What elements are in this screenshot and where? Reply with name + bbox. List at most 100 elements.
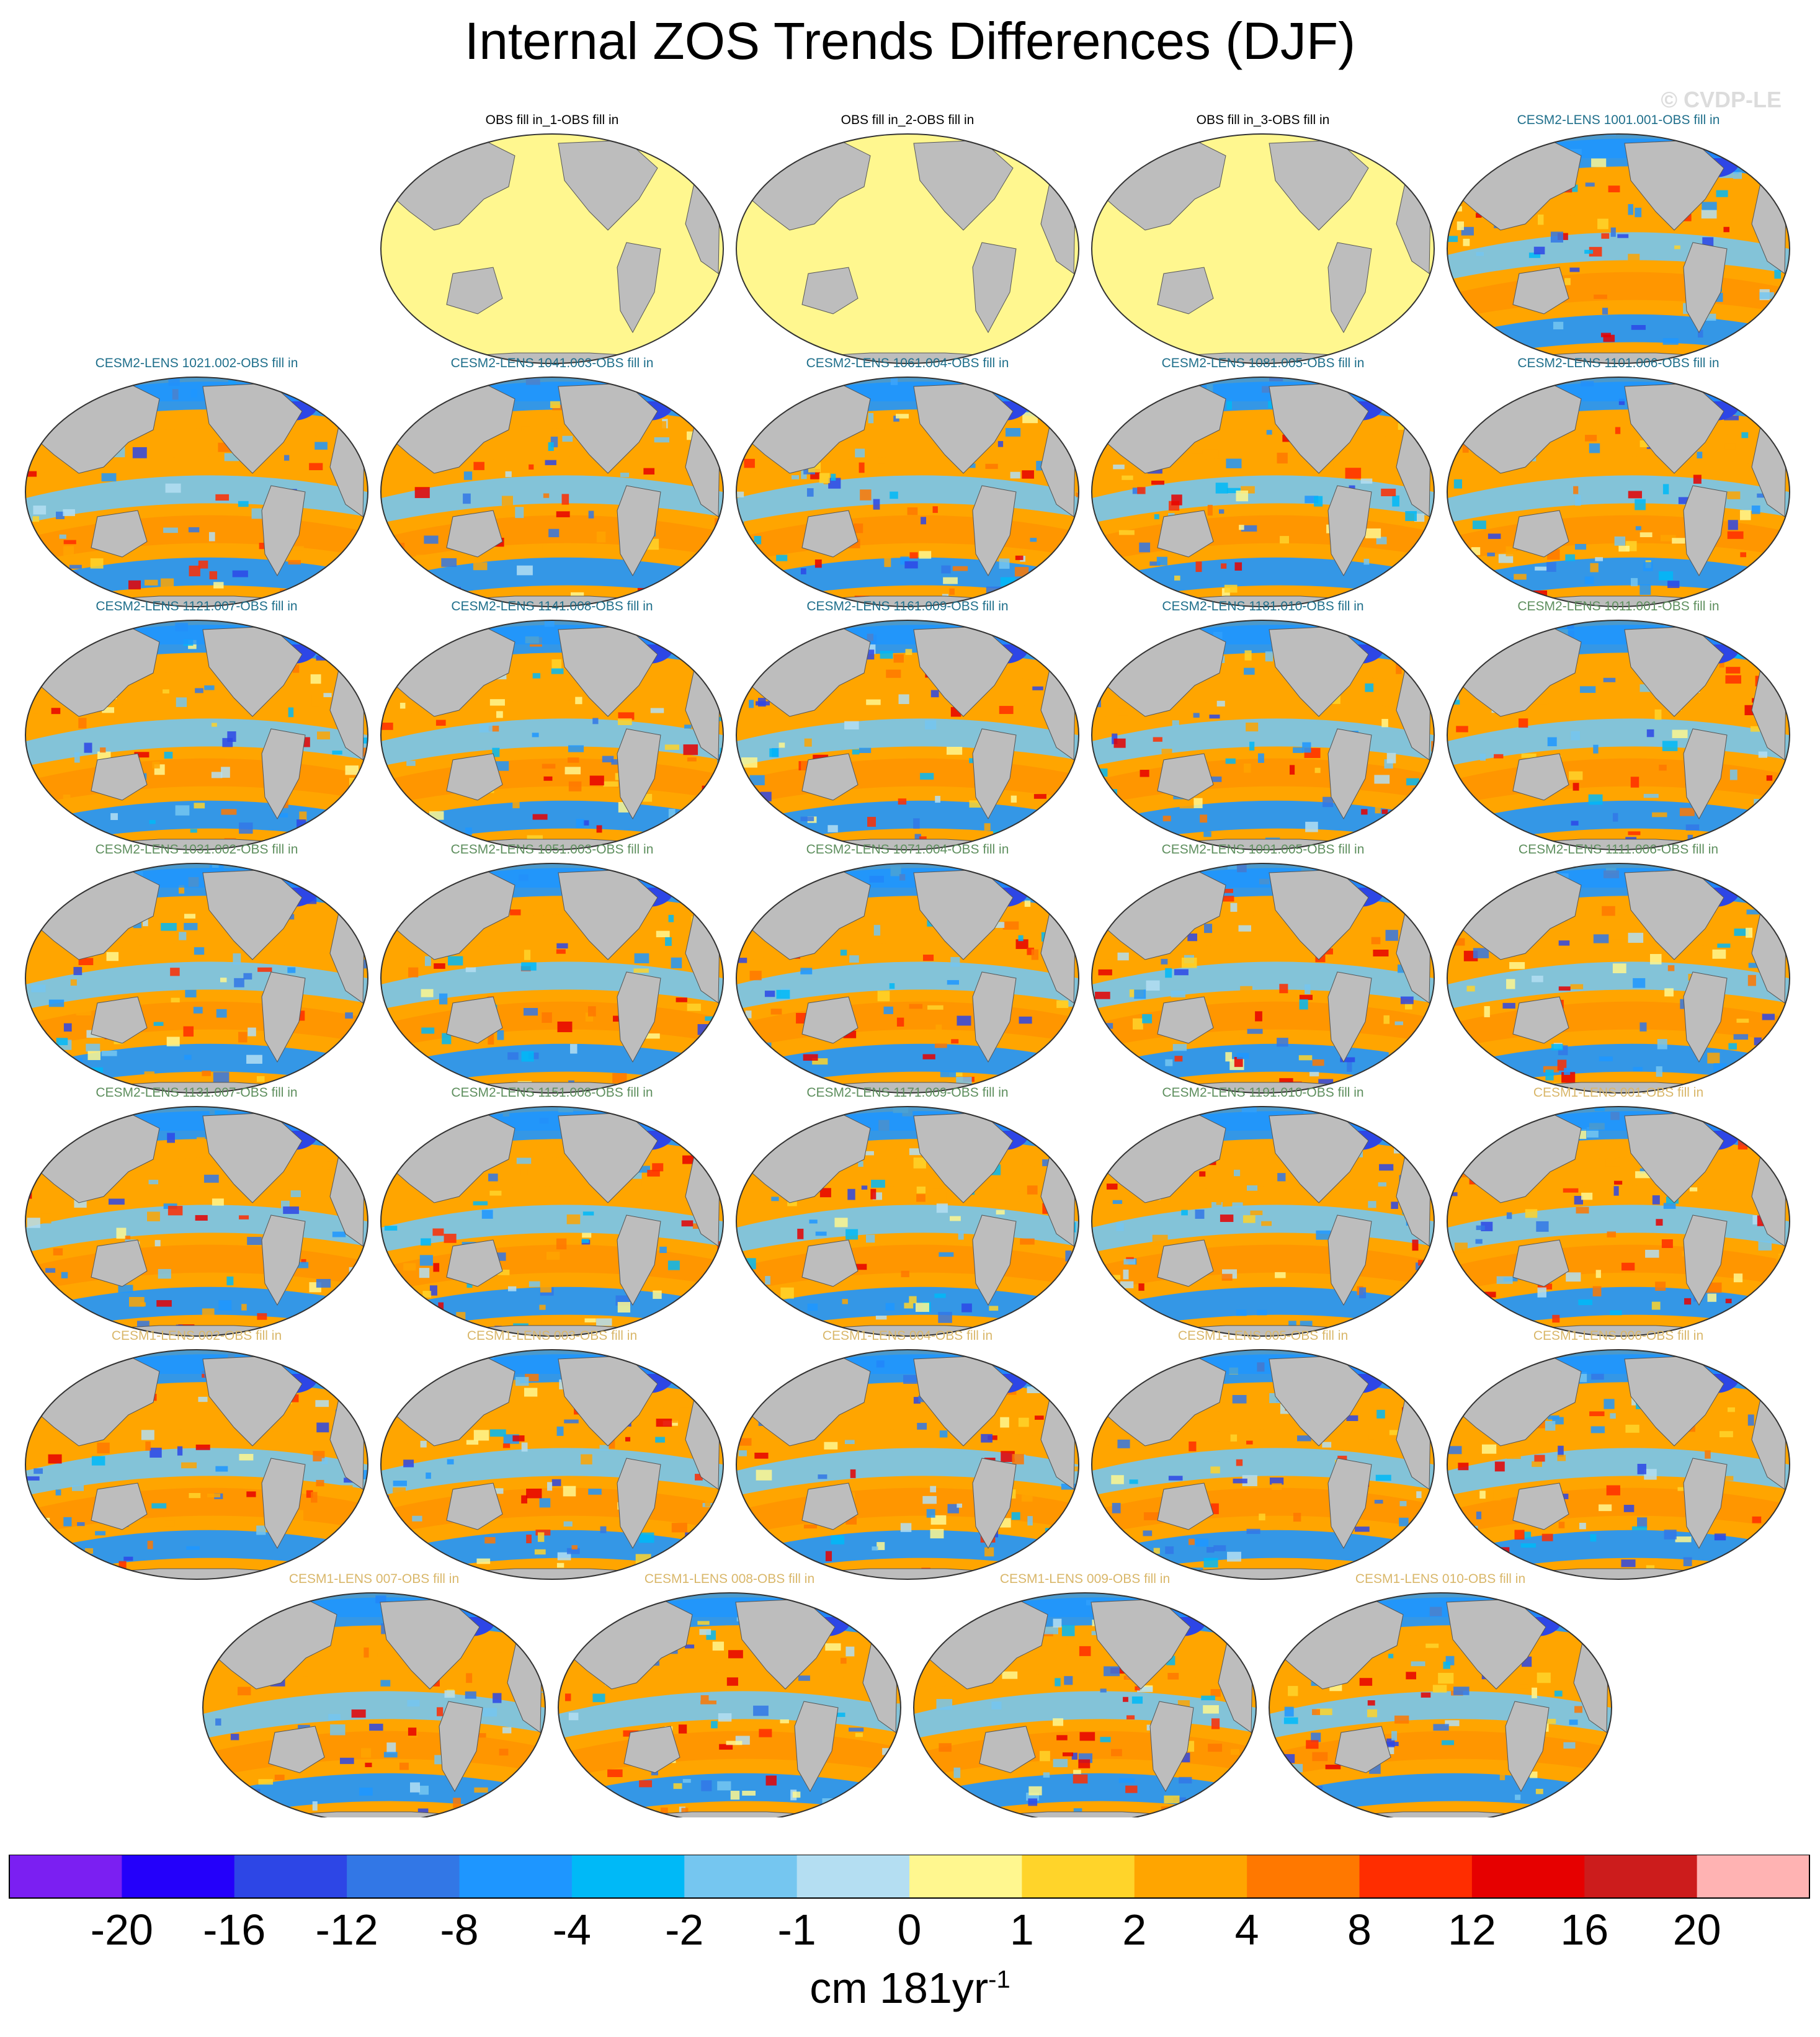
panel-title: CESM2-LENS 1051.003-OBS fill in bbox=[451, 842, 654, 857]
colorbar-tick-label: -16 bbox=[203, 1906, 265, 1954]
map-panel: CESM2-LENS 1141.008-OBS fill in bbox=[380, 599, 724, 850]
map-field bbox=[1092, 1107, 1434, 1336]
map-panel: OBS fill in_1-OBS fill in bbox=[380, 113, 724, 364]
map-field bbox=[736, 620, 1079, 850]
colorbar-tick-label: -12 bbox=[316, 1906, 378, 1954]
map-panel: CESM2-LENS 1001.001-OBS fill in bbox=[1447, 113, 1790, 364]
panel-title: CESM2-LENS 1101.006-OBS fill in bbox=[1517, 356, 1719, 370]
map-field bbox=[736, 134, 1079, 363]
map-panel: CESM1-LENS 008-OBS fill in bbox=[558, 1572, 901, 1817]
panel-title: CESM2-LENS 1031.002-OBS fill in bbox=[96, 842, 298, 857]
colorbar-swatch bbox=[1022, 1855, 1135, 1898]
map-panel: OBS fill in_2-OBS fill in bbox=[736, 113, 1079, 364]
map-field bbox=[736, 863, 1079, 1093]
panel-title: CESM2-LENS 1061.004-OBS fill in bbox=[806, 356, 1009, 370]
map-field bbox=[1447, 1350, 1790, 1579]
colorbar-tick-label: 1 bbox=[1010, 1906, 1034, 1954]
colorbar-tick-label: 12 bbox=[1448, 1906, 1496, 1954]
map-panel: CESM2-LENS 1051.003-OBS fill in bbox=[380, 842, 724, 1094]
map-panel: CESM1-LENS 009-OBS fill in bbox=[913, 1572, 1257, 1817]
map-panel: CESM1-LENS 002-OBS fill in bbox=[25, 1329, 368, 1580]
map-field bbox=[736, 1350, 1079, 1579]
map-field bbox=[1092, 620, 1434, 850]
panel-title: OBS fill in_2-OBS fill in bbox=[841, 113, 975, 127]
colorbar-swatch bbox=[1584, 1855, 1698, 1898]
map-panel: CESM2-LENS 1171.009-OBS fill in bbox=[736, 1085, 1079, 1337]
colorbar-tick-label: 16 bbox=[1560, 1906, 1608, 1954]
map-field bbox=[381, 377, 723, 607]
map-field bbox=[1092, 377, 1434, 607]
map-panel: CESM2-LENS 1031.002-OBS fill in bbox=[25, 842, 368, 1094]
map-field bbox=[736, 377, 1079, 607]
map-panel: CESM2-LENS 1151.008-OBS fill in bbox=[380, 1085, 724, 1337]
panel-title: CESM1-LENS 010-OBS fill in bbox=[1355, 1572, 1525, 1586]
map-field bbox=[381, 1350, 723, 1579]
colorbar-tick-label: 8 bbox=[1347, 1906, 1372, 1954]
colorbar-swatch bbox=[1471, 1855, 1585, 1898]
map-panel: CESM2-LENS 1081.005-OBS fill in bbox=[1091, 356, 1435, 607]
panel-title: OBS fill in_3-OBS fill in bbox=[1197, 113, 1330, 127]
map-field bbox=[25, 377, 368, 607]
panel-title: OBS fill in_1-OBS fill in bbox=[486, 113, 619, 127]
colorbar-swatch bbox=[1134, 1855, 1247, 1898]
map-panel: CESM2-LENS 1061.004-OBS fill in bbox=[736, 356, 1079, 607]
colorbar-units: cm 181yr-1 bbox=[0, 1963, 1820, 2013]
map-panel-grid: OBS fill in_1-OBS fill in OBS fill in_2-O… bbox=[25, 113, 1790, 1817]
map-panel: CESM1-LENS 007-OBS fill in bbox=[202, 1572, 546, 1817]
map-field bbox=[203, 1593, 545, 1817]
map-panel: CESM2-LENS 1021.002-OBS fill in bbox=[25, 356, 368, 607]
colorbar-swatch bbox=[909, 1855, 1022, 1898]
colorbar-swatch bbox=[1247, 1855, 1360, 1898]
map-field bbox=[1447, 1107, 1790, 1336]
map-panel: CESM2-LENS 1101.006-OBS fill in bbox=[1447, 356, 1790, 607]
panel-title: CESM2-LENS 1111.006-OBS fill in bbox=[1519, 842, 1718, 857]
units-text: cm 181yr bbox=[810, 1964, 989, 2012]
panel-title: CESM1-LENS 003-OBS fill in bbox=[467, 1329, 637, 1343]
panel-title: CESM2-LENS 1161.009-OBS fill in bbox=[806, 599, 1008, 613]
map-field bbox=[25, 863, 368, 1093]
map-panel: CESM2-LENS 1131.007-OBS fill in bbox=[25, 1085, 368, 1337]
panel-title: CESM2-LENS 1021.002-OBS fill in bbox=[96, 356, 298, 370]
map-panel: CESM2-LENS 1161.009-OBS fill in bbox=[736, 599, 1079, 850]
panel-title: CESM2-LENS 1131.007-OBS fill in bbox=[96, 1085, 297, 1100]
panel-title: CESM2-LENS 1041.003-OBS fill in bbox=[451, 356, 654, 370]
figure-title: Internal ZOS Trends Differences (DJF) bbox=[464, 12, 1356, 70]
colorbar-swatch bbox=[234, 1855, 347, 1898]
colorbar-tick-label: -4 bbox=[553, 1906, 591, 1954]
map-field bbox=[558, 1593, 901, 1817]
panel-title: CESM2-LENS 1171.009-OBS fill in bbox=[806, 1085, 1008, 1100]
panel-title: CESM2-LENS 1151.008-OBS fill in bbox=[451, 1085, 653, 1100]
map-field bbox=[1092, 863, 1434, 1093]
panel-title: CESM2-LENS 1081.005-OBS fill in bbox=[1162, 356, 1365, 370]
colorbar-tick-label: 20 bbox=[1673, 1906, 1721, 1954]
map-field bbox=[914, 1593, 1256, 1817]
map-panel: CESM2-LENS 1111.006-OBS fill in bbox=[1447, 842, 1790, 1094]
panel-title: CESM1-LENS 007-OBS fill in bbox=[289, 1572, 459, 1586]
colorbar-swatch bbox=[684, 1855, 798, 1898]
colorbar-swatch bbox=[571, 1855, 685, 1898]
colorbar-swatch bbox=[796, 1855, 910, 1898]
map-panel: CESM1-LENS 010-OBS fill in bbox=[1269, 1572, 1612, 1817]
panel-title: CESM2-LENS 1191.010-OBS fill in bbox=[1162, 1085, 1363, 1100]
map-panel: CESM1-LENS 006-OBS fill in bbox=[1447, 1329, 1790, 1580]
colorbar-tick-label: 2 bbox=[1122, 1906, 1146, 1954]
map-panel: OBS fill in_3-OBS fill in bbox=[1091, 113, 1435, 364]
map-panel: CESM1-LENS 001-OBS fill in bbox=[1447, 1085, 1790, 1337]
panel-title: CESM2-LENS 1011.001-OBS fill in bbox=[1517, 599, 1719, 613]
colorbar-swatch bbox=[9, 1855, 122, 1898]
colorbar-tick-label: -8 bbox=[440, 1906, 478, 1954]
map-panel: CESM2-LENS 1041.003-OBS fill in bbox=[380, 356, 724, 607]
map-panel: CESM2-LENS 1071.004-OBS fill in bbox=[736, 842, 1079, 1094]
colorbar-swatch bbox=[1359, 1855, 1473, 1898]
colorbar-swatch bbox=[1697, 1855, 1810, 1898]
map-field bbox=[1447, 620, 1790, 850]
panel-title: CESM2-LENS 1071.004-OBS fill in bbox=[806, 842, 1009, 857]
panel-title: CESM1-LENS 005-OBS fill in bbox=[1178, 1329, 1348, 1343]
map-panel: CESM1-LENS 004-OBS fill in bbox=[736, 1329, 1079, 1580]
colorbar-tick-label: -20 bbox=[91, 1906, 153, 1954]
panel-title: CESM1-LENS 006-OBS fill in bbox=[1533, 1329, 1703, 1343]
panel-title: CESM2-LENS 1001.001-OBS fill in bbox=[1517, 113, 1720, 127]
map-panel: CESM2-LENS 1181.010-OBS fill in bbox=[1091, 599, 1435, 850]
map-field bbox=[736, 1107, 1079, 1336]
map-field bbox=[25, 1107, 368, 1336]
